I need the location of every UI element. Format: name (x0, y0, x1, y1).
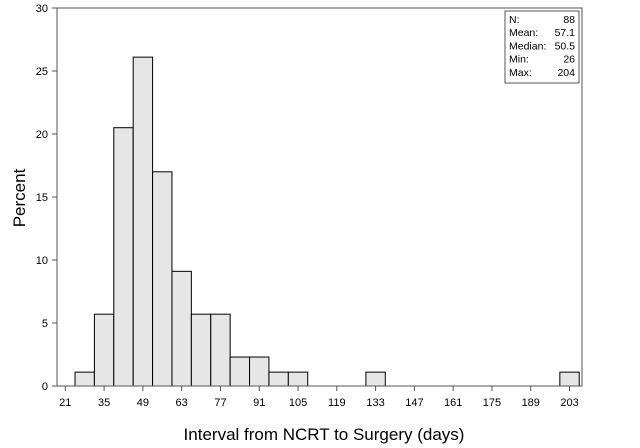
x-tick-label: 133 (366, 397, 384, 409)
histogram-bar-203 (559, 371, 580, 387)
stats-label: Median: (509, 40, 546, 52)
y-axis-label: Percent (10, 168, 29, 227)
stats-box: N: 88 Mean: 57.1 Median: 50.5 Min: 26 Max: 204 (504, 10, 580, 84)
x-tick-label: 91 (253, 397, 265, 409)
histogram-bar-49 (132, 56, 154, 387)
y-tick-label: 10 (36, 255, 48, 267)
stats-value: 204 (557, 67, 575, 79)
x-tick-label: 147 (405, 397, 423, 409)
histogram-bar-28 (74, 371, 95, 387)
histogram-bar-42 (113, 127, 134, 387)
histogram-bar-77 (210, 313, 231, 387)
y-tick-label: 5 (42, 318, 48, 330)
x-tick-label: 21 (59, 397, 71, 409)
histogram-bar-91 (249, 356, 270, 387)
histogram-bar-35 (93, 313, 115, 387)
histogram-bar-56 (152, 171, 173, 387)
x-tick-label: 203 (560, 397, 578, 409)
x-tick-label: 189 (522, 397, 540, 409)
x-tick-label: 49 (137, 397, 149, 409)
y-tick-label: 15 (36, 192, 48, 204)
histogram-bar-105 (287, 371, 309, 387)
histogram-bar-133 (365, 371, 386, 387)
x-tick-label: 175 (483, 397, 501, 409)
y-tick-label: 20 (36, 129, 48, 141)
histogram-bar-70 (190, 313, 212, 387)
x-tick-label: 161 (444, 397, 462, 409)
x-tick-label: 77 (214, 397, 226, 409)
y-axis-ticks: 0 5 10 15 20 25 30 (36, 3, 57, 393)
histogram-bar-98 (268, 371, 289, 387)
x-tick-label: 63 (176, 397, 188, 409)
stats-value: 26 (563, 54, 575, 66)
stats-value: 50.5 (555, 40, 576, 52)
stats-value: 88 (563, 14, 575, 26)
y-tick-label: 30 (36, 3, 48, 15)
x-axis-ticks: 21 35 49 63 77 91 105 119 133 147 161 175 189 203 (59, 386, 579, 409)
histogram-bar-84 (229, 356, 251, 387)
stats-label: Mean: (509, 27, 538, 39)
x-axis-label: Interval from NCRT to Surgery (days) (184, 425, 465, 444)
stats-label: Min: (509, 54, 529, 66)
bars-group (74, 56, 580, 387)
x-tick-label: 35 (98, 397, 110, 409)
x-tick-label: 119 (328, 397, 346, 409)
stats-label: Max: (509, 67, 532, 79)
stats-label: N: (509, 14, 520, 26)
histogram-bar-63 (171, 270, 192, 387)
x-tick-label: 105 (289, 397, 307, 409)
y-tick-label: 0 (42, 381, 48, 393)
y-tick-label: 25 (36, 66, 48, 78)
stats-box-frame (504, 10, 580, 84)
stats-value: 57.1 (555, 27, 576, 39)
